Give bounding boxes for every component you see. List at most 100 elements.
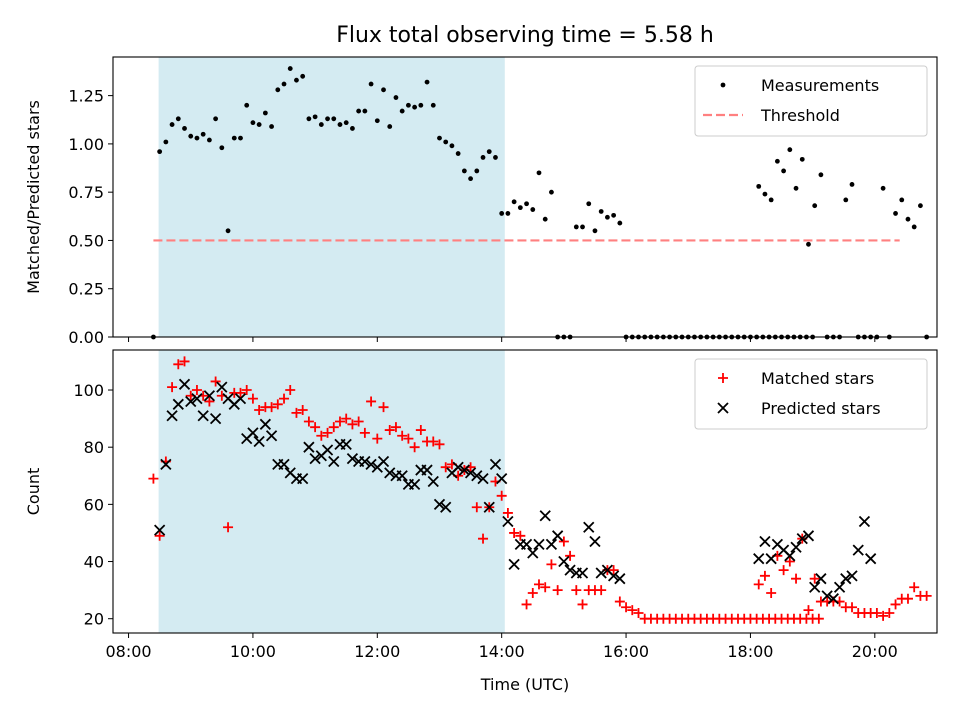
data-point [815,573,827,585]
data-point [316,430,327,441]
y-tick-label: 0.00 [68,328,104,347]
data-point [796,533,808,545]
y-tick-label: 100 [73,381,104,400]
data-point [596,585,607,596]
data-point [256,122,262,127]
data-point [396,470,408,482]
data-point [366,396,377,407]
data-point [921,590,932,601]
data-point [247,393,258,404]
data-point [262,110,268,116]
data-point [486,149,492,155]
data-point [384,467,396,479]
data-point [225,228,231,234]
data-point [206,137,212,143]
data-point [787,147,793,153]
y-tick-label: 40 [84,553,104,572]
data-point [564,564,576,576]
data-point [809,581,821,593]
data-point [509,527,520,538]
data-point [213,116,219,122]
data-point [549,189,554,195]
data-point [331,116,337,122]
ratio-panel: 0.00 0.25 0.50 0.75 1.00 1.25 Matched/Predicte… [24,56,938,347]
data-point [918,203,923,209]
data-point [154,530,165,541]
data-point [178,378,191,390]
data-point [216,381,228,393]
data-point [753,579,764,590]
data-point [520,538,533,551]
data-point [753,553,765,565]
data-point [586,201,592,207]
data-point [499,211,505,216]
data-point [884,607,895,618]
chart-title: Flux total observing time = 5.58 h [336,23,714,48]
x-tick-label: 14:00 [479,642,525,661]
data-point [878,610,889,621]
data-point [607,570,620,582]
data-point [902,593,913,604]
series-predicted-stars [154,378,877,605]
data-point [203,390,216,402]
data-point [169,122,175,127]
data-point [511,199,517,205]
y-tick-label: 0.75 [68,183,104,202]
data-point [365,458,377,470]
observing-window-shade [158,57,505,337]
observing-window-shade [158,350,505,633]
data-point [614,596,625,607]
data-point [617,220,623,226]
data-point [493,155,498,160]
data-point [571,585,582,596]
data-point [545,538,558,551]
data-point [157,149,163,155]
data-point [524,201,529,207]
data-point [294,77,299,83]
legend: Measurements Threshold [694,65,928,137]
data-point [223,522,234,533]
data-point [461,168,467,174]
data-point [175,116,181,122]
data-point [784,556,795,567]
data-point [552,585,563,596]
x-tick-label: 08:00 [105,642,151,661]
legend: Matched stars Predicted stars [694,358,928,430]
data-point [583,521,595,533]
data-point [219,145,225,151]
data-point [374,118,380,124]
data-point [515,530,526,541]
data-point [865,553,877,565]
data-point [343,120,349,126]
data-point [188,133,194,139]
x-tick-label: 16:00 [603,642,649,661]
data-point [399,108,405,114]
data-point [231,135,237,141]
data-point [418,102,424,108]
data-point [905,216,911,222]
data-point [434,439,445,450]
data-point [421,464,433,476]
data-point [200,131,206,137]
data-point [577,599,588,610]
data-point [540,582,551,593]
data-point [455,151,461,156]
data-point [265,430,278,442]
data-point [893,211,898,216]
x-tick-label: 18:00 [727,642,773,661]
data-point [471,502,482,513]
x-tick-label: 20:00 [852,642,898,661]
data-point [478,533,489,544]
data-point [322,427,333,438]
data-point [527,547,539,559]
data-point [756,183,762,189]
data-point [167,382,178,393]
data-point [806,241,811,247]
data-point [765,553,777,565]
data-point [310,422,321,433]
data-point [489,458,502,470]
data-point [160,458,172,470]
data-point [194,135,200,141]
data-point [209,412,222,425]
data-point [346,452,359,465]
